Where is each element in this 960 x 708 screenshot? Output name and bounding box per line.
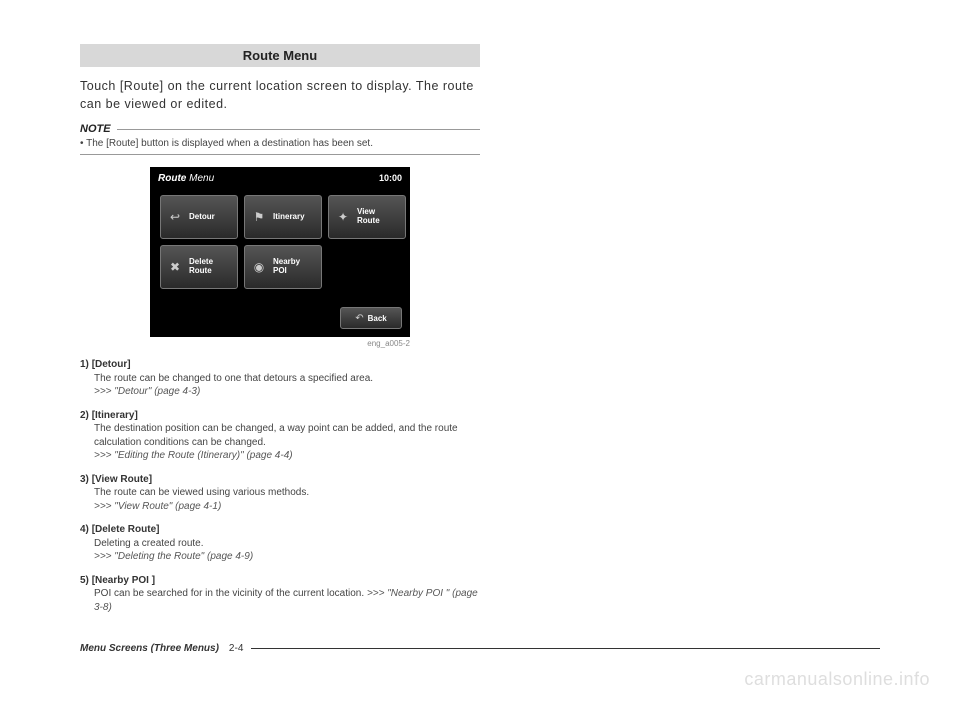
item-desc: The route can be viewed using various me… [94, 486, 480, 500]
watermark: carmanualsonline.info [744, 669, 930, 690]
detour-icon: ↩ [165, 207, 185, 227]
item-number: 1) [80, 359, 89, 370]
list-item: 5) [Nearby POI ] POI can be searched for… [80, 574, 480, 615]
nearby-poi-icon: ◉ [249, 257, 269, 277]
btn-view-route[interactable]: ✦ View Route [328, 195, 406, 239]
btn-itinerary[interactable]: ⚑ Itinerary [244, 195, 322, 239]
note-top-rule [117, 129, 480, 130]
btn-delete-route-label: Delete Route [189, 258, 213, 276]
item-title: [Delete Route] [92, 524, 160, 535]
btn-view-route-label: View Route [357, 208, 380, 226]
item-number: 3) [80, 474, 89, 485]
item-ref: >>> "Deleting the Route" (page 4-9) [94, 550, 480, 564]
delete-route-icon: ✖ [165, 257, 185, 277]
list-item: 2) [Itinerary] The destination position … [80, 409, 480, 463]
itinerary-icon: ⚑ [249, 207, 269, 227]
item-number: 5) [80, 575, 89, 586]
note-body: The [Route] button is displayed when a d… [86, 138, 373, 149]
screen-button-grid: ↩ Detour ⚑ Itinerary ✦ View Route ✖ Dele… [160, 195, 406, 289]
item-number: 4) [80, 524, 89, 535]
item-number: 2) [80, 410, 89, 421]
screen-clock: 10:00 [379, 173, 402, 183]
list-item: 3) [View Route] The route can be viewed … [80, 473, 480, 514]
btn-nearby-poi[interactable]: ◉ Nearby POI [244, 245, 322, 289]
btn-delete-route[interactable]: ✖ Delete Route [160, 245, 238, 289]
item-desc-text: POI can be searched for in the vicinity … [94, 588, 364, 599]
item-ref: >>> "View Route" (page 4-1) [94, 500, 480, 514]
item-desc: Deleting a created route. [94, 537, 480, 551]
route-menu-screenshot: Route Menu 10:00 ↩ Detour ⚑ Itinerary ✦ … [150, 167, 410, 337]
list-item: 4) [Delete Route] Deleting a created rou… [80, 523, 480, 564]
footer-rule [251, 648, 880, 649]
item-ref: >>> "Detour" (page 4-3) [94, 385, 480, 399]
item-desc: POI can be searched for in the vicinity … [94, 587, 480, 614]
screen-title-prefix: Route [158, 173, 186, 184]
view-route-icon: ✦ [333, 207, 353, 227]
item-title: [Detour] [92, 359, 131, 370]
item-title: [Nearby POI ] [92, 575, 155, 586]
image-caption: eng_a005-2 [150, 339, 410, 348]
note-text: • The [Route] button is displayed when a… [80, 137, 480, 150]
page-column: Route Menu Touch [Route] on the current … [0, 0, 560, 614]
note-bullet: • [80, 138, 84, 149]
note-bottom-rule [80, 154, 480, 155]
btn-back-label: Back [368, 314, 387, 323]
footer-page-number: 2-4 [229, 643, 243, 654]
note-header-line: NOTE [80, 123, 480, 135]
item-title: [View Route] [92, 474, 152, 485]
btn-detour-label: Detour [189, 213, 215, 222]
btn-nearby-poi-label: Nearby POI [273, 258, 300, 276]
note-label: NOTE [80, 123, 111, 135]
screen-title: Route Menu [158, 173, 214, 184]
section-header: Route Menu [80, 44, 480, 67]
footer-label: Menu Screens (Three Menus) [80, 643, 219, 654]
list-item: 1) [Detour] The route can be changed to … [80, 358, 480, 399]
item-desc: The route can be changed to one that det… [94, 372, 480, 386]
btn-detour[interactable]: ↩ Detour [160, 195, 238, 239]
page-footer: Menu Screens (Three Menus) 2-4 [80, 643, 880, 654]
btn-itinerary-label: Itinerary [273, 213, 305, 222]
screen-title-suffix: Menu [189, 173, 214, 184]
intro-paragraph: Touch [Route] on the current location sc… [80, 77, 480, 113]
item-ref: >>> "Editing the Route (Itinerary)" (pag… [94, 449, 480, 463]
item-title: [Itinerary] [92, 410, 138, 421]
btn-back[interactable]: ↶ Back [340, 307, 402, 329]
item-desc: The destination position can be changed,… [94, 422, 480, 449]
back-icon: ↶ [355, 313, 363, 324]
